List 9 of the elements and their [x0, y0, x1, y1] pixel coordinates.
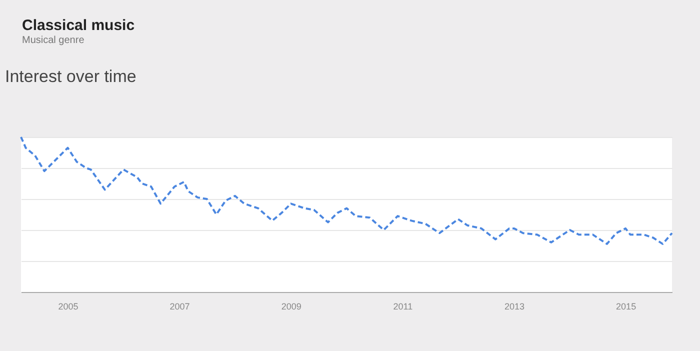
chart-subtitle: Musical genre [22, 35, 85, 46]
x-tick-label: 2011 [393, 302, 413, 312]
x-tick-label: 2005 [58, 302, 78, 312]
x-tick-label: 2009 [281, 302, 302, 312]
x-tick-label: 2007 [170, 302, 190, 312]
x-tick-label: 2013 [504, 302, 525, 312]
x-tick-label: 2015 [616, 302, 636, 312]
text: Interest over time [5, 67, 136, 86]
chart-title: Classical music [22, 17, 135, 34]
